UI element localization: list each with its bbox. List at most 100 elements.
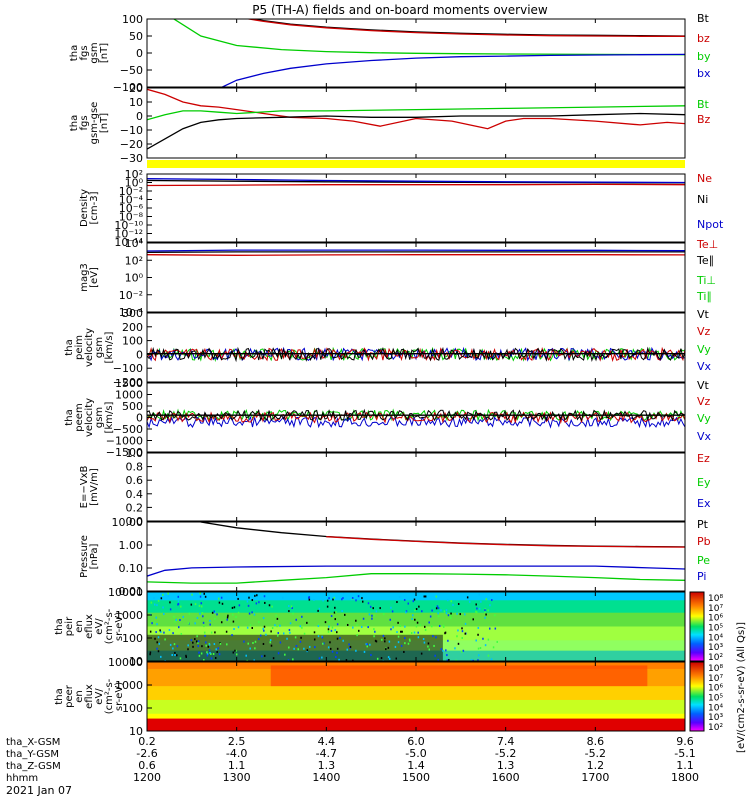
spectrogram-pixel <box>214 631 216 634</box>
spectrogram-pixel <box>342 597 344 600</box>
spectrogram-pixel <box>445 609 448 612</box>
spectrogram-pixel <box>289 622 292 625</box>
plot-area-fgs_gse <box>147 88 685 150</box>
legend-entry: Vx <box>697 360 712 373</box>
y-axis-label: gsm <box>89 42 100 63</box>
spectrogram-band <box>147 713 685 724</box>
spectrogram-pixel <box>408 638 411 641</box>
spectrogram-pixel <box>177 595 180 598</box>
y-tick-label: 0 <box>136 110 143 123</box>
spectrogram-pixel <box>233 628 235 631</box>
y-axis-label: tha <box>69 45 80 61</box>
spectrogram-pixel <box>301 626 303 629</box>
spectrogram-pixel <box>162 593 164 596</box>
colorbar-tick-label: 10⁴ <box>708 703 723 713</box>
y-axis-label: peer <box>64 684 75 708</box>
spectrogram-pixel <box>466 596 469 599</box>
spectrogram-band <box>147 600 685 614</box>
spectrogram-pixel <box>262 617 265 620</box>
spectrogram-pixel <box>156 623 158 626</box>
spectrogram-pixel <box>313 631 316 634</box>
spectrogram-pixel <box>167 592 169 595</box>
spectrogram-pixel <box>494 614 496 617</box>
spectrogram-pixel <box>334 629 337 632</box>
page-title: P5 (TH-A) fields and on-board moments ov… <box>252 3 548 17</box>
spectrogram-pixel <box>414 618 416 621</box>
spectrogram-band <box>147 612 685 627</box>
spectrogram-pixel <box>197 645 200 648</box>
y-axis-label: Density <box>79 189 90 227</box>
spectrogram-pixel <box>175 618 178 621</box>
legend-entry: Npot <box>697 218 724 231</box>
spectrogram-pixel <box>326 599 329 602</box>
spectrogram-pixel <box>427 642 430 645</box>
spectrogram-pixel <box>428 648 431 651</box>
y-axis-label: Pressure <box>79 535 90 578</box>
spectrogram-pixel <box>205 641 207 644</box>
spectrogram-pixel <box>403 599 406 602</box>
spectrogram-pixel <box>464 632 467 635</box>
legend-entry: Ex <box>697 497 711 510</box>
ephemeris-value: 1.3 <box>318 759 336 772</box>
spectrogram-pixel <box>436 605 439 608</box>
spectrogram-pixel <box>263 629 265 632</box>
colorbar-tick-label: 10⁷ <box>708 604 723 614</box>
spectrogram-pixel <box>200 602 203 605</box>
spectrogram-pixel <box>153 603 156 606</box>
y-axis-label: sr-eV) <box>114 612 125 641</box>
spectrogram-pixel <box>330 614 333 617</box>
spectrogram-pixel <box>299 640 302 643</box>
colorbar-tick-label: 10⁵ <box>708 694 723 704</box>
spectrogram-pixel <box>470 659 473 661</box>
spectrogram-pixel <box>331 626 334 629</box>
spectrogram-pixel <box>330 629 333 632</box>
spectrogram-pixel <box>487 654 490 657</box>
colorbar-tick-label: 10⁸ <box>708 664 723 674</box>
spectrogram-pixel <box>420 652 423 655</box>
spectrogram-pixel <box>372 607 374 610</box>
spectrogram-pixel <box>371 614 373 617</box>
spectrogram-pixel <box>327 628 330 631</box>
spectrogram-pixel <box>374 639 377 642</box>
spectrogram-pixel <box>231 634 233 637</box>
spectrogram-pixel <box>348 643 350 646</box>
spectrogram-pixel <box>206 654 209 657</box>
spectrogram-pixel <box>468 600 471 603</box>
spectrogram-pixel <box>327 646 330 649</box>
spectrogram-pixel <box>207 645 210 648</box>
spectrogram-pixel <box>213 643 216 646</box>
spectrogram-pixel <box>187 648 189 651</box>
spectrogram-pixel <box>346 648 349 651</box>
spectrogram-pixel <box>270 630 272 633</box>
spectrogram-pixel <box>171 654 173 657</box>
spectrogram-pixel <box>211 611 214 614</box>
velocity-trace <box>147 415 685 429</box>
plot-area-peem_vel <box>147 408 685 429</box>
spectrogram-pixel <box>427 645 429 648</box>
spectrogram-pixel <box>234 649 236 652</box>
ephemeris-value: 1200 <box>133 771 161 784</box>
spectrogram-pixel <box>271 626 274 629</box>
spectrogram-pixel <box>435 636 437 639</box>
y-axis-label: eflux <box>84 614 95 639</box>
spectrogram-pixel <box>194 638 196 641</box>
spectrogram-pixel <box>367 602 370 605</box>
y-tick-label: 100 <box>122 702 143 715</box>
spectrogram-pixel <box>480 600 482 603</box>
spectrogram-pixel <box>456 635 458 638</box>
spectrogram-pixel <box>214 611 216 614</box>
spectrogram-pixel <box>168 629 171 632</box>
spectrogram-pixel <box>149 651 152 654</box>
spectrogram-pixel <box>237 611 240 614</box>
spectrogram-pixel <box>395 657 398 660</box>
spectrogram-pixel <box>206 653 209 656</box>
y-tick-label: 1500 <box>115 377 143 390</box>
ephemeris-value: 7.4 <box>497 735 515 748</box>
spectrogram-pixel <box>212 652 215 655</box>
spectrogram-pixel <box>308 645 311 648</box>
plot-area-fgs <box>172 19 685 87</box>
spectrogram-pixel <box>318 657 321 660</box>
spectrogram-pixel <box>276 625 278 628</box>
